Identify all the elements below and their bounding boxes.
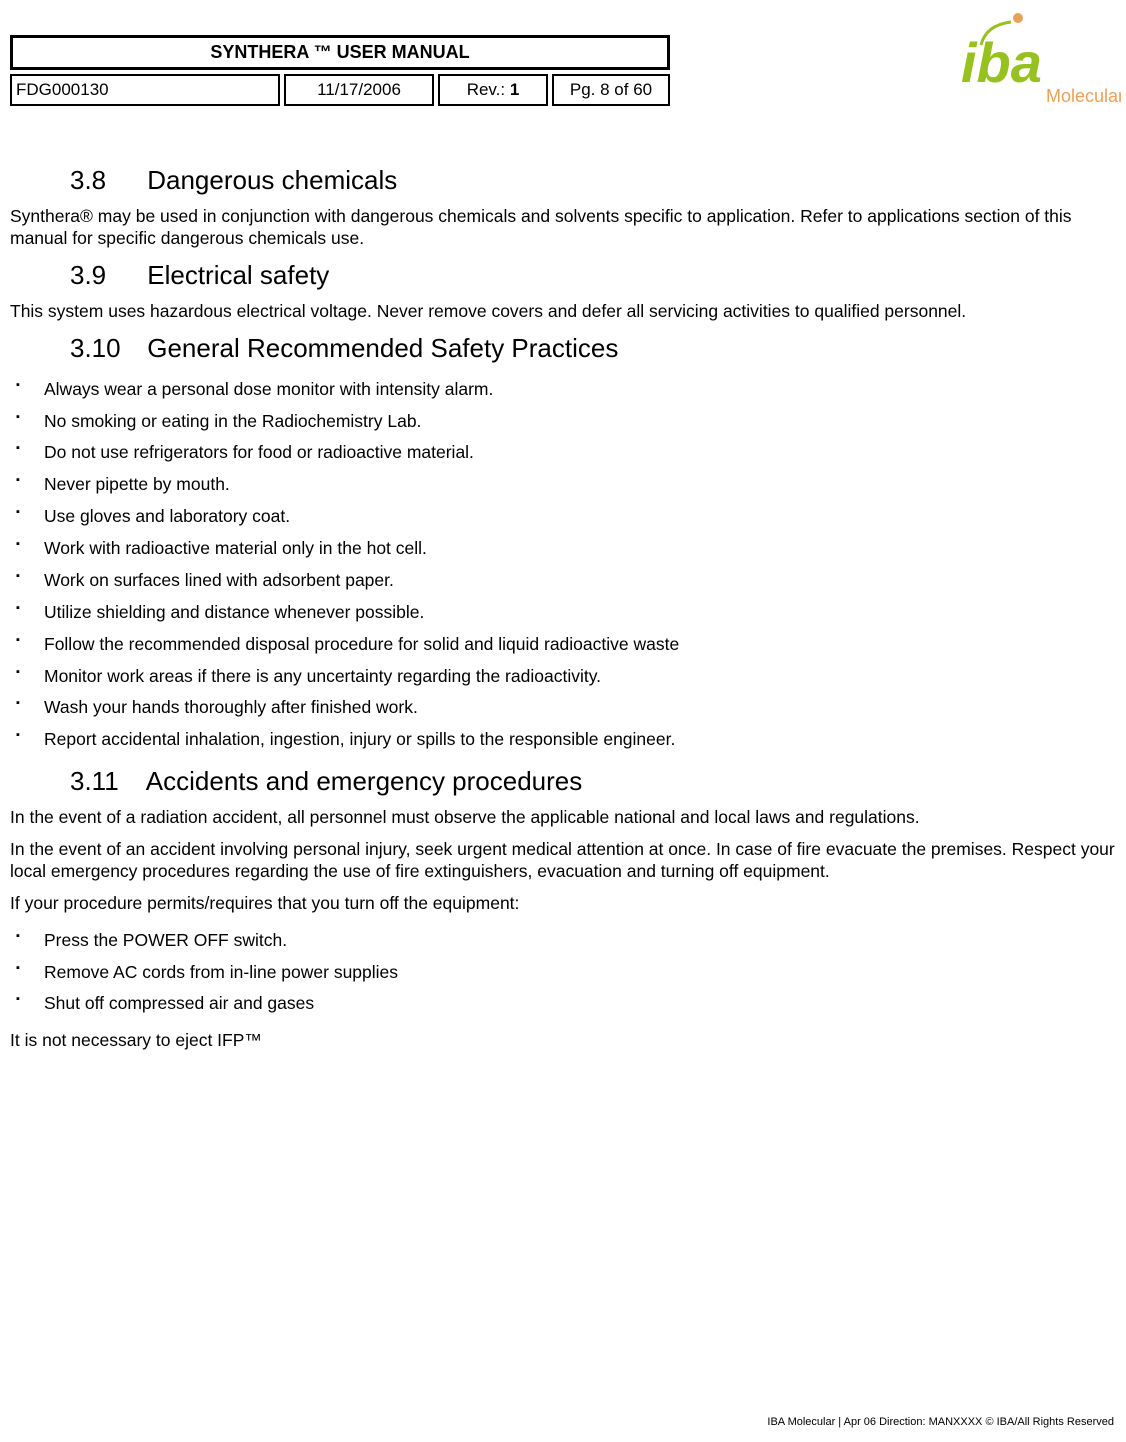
bullet-item: Monitor work areas if there is any uncer… — [10, 661, 1116, 693]
body-paragraph: If your procedure permits/requires that … — [10, 893, 1116, 915]
svg-text:iba: iba — [961, 31, 1042, 94]
section-number: 3.10 — [70, 333, 140, 364]
doc-revision: Rev.: 1 — [438, 74, 548, 106]
bullet-item: No smoking or eating in the Radiochemist… — [10, 406, 1116, 438]
bullet-item: Remove AC cords from in-line power suppl… — [10, 957, 1116, 989]
meta-row: FDG000130 11/17/2006 Rev.: 1 Pg. 8 of 60 — [10, 74, 670, 106]
body-paragraph: Synthera® may be used in conjunction wit… — [10, 206, 1116, 250]
bullet-item: Shut off compressed air and gases — [10, 988, 1116, 1020]
bullet-item: Work with radioactive material only in t… — [10, 533, 1116, 565]
section-number: 3.9 — [70, 260, 140, 291]
section-heading: 3.10 General Recommended Safety Practice… — [70, 333, 1116, 364]
bullet-item: Work on surfaces lined with adsorbent pa… — [10, 565, 1116, 597]
section-title: General Recommended Safety Practices — [147, 333, 618, 363]
bullet-item: Wash your hands thoroughly after finishe… — [10, 692, 1116, 724]
bullet-list: Always wear a personal dose monitor with… — [10, 374, 1116, 757]
section-heading: 3.9 Electrical safety — [70, 260, 1116, 291]
body-paragraph: It is not necessary to eject IFP™ — [10, 1030, 1116, 1052]
section-title: Accidents and emergency procedures — [146, 766, 582, 796]
section-number: 3.8 — [70, 165, 140, 196]
bullet-item: Press the POWER OFF switch. — [10, 925, 1116, 957]
bullet-item: Never pipette by mouth. — [10, 469, 1116, 501]
rev-label: Rev.: — [467, 80, 510, 99]
page-header: SYNTHERA ™ USER MANUAL FDG000130 11/17/2… — [10, 10, 1116, 110]
bullet-item: Utilize shielding and distance whenever … — [10, 597, 1116, 629]
header-tables: SYNTHERA ™ USER MANUAL FDG000130 11/17/2… — [10, 35, 866, 106]
section-heading: 3.8 Dangerous chemicals — [70, 165, 1116, 196]
manual-title: SYNTHERA ™ USER MANUAL — [10, 35, 670, 70]
doc-id: FDG000130 — [10, 74, 280, 106]
body-paragraph: In the event of a radiation accident, al… — [10, 807, 1116, 829]
body-paragraph: In the event of an accident involving pe… — [10, 839, 1116, 883]
section-number: 3.11 — [70, 766, 140, 797]
iba-logo: iba Molecular — [916, 10, 1116, 110]
section-title: Dangerous chemicals — [147, 165, 397, 195]
iba-logo-icon: iba Molecular — [916, 10, 1121, 110]
page-content: 3.8 Dangerous chemicals Synthera® may be … — [10, 110, 1116, 1052]
section-title: Electrical safety — [147, 260, 329, 290]
svg-text:Molecular: Molecular — [1046, 86, 1121, 106]
body-paragraph: This system uses hazardous electrical vo… — [10, 301, 1116, 323]
bullet-item: Do not use refrigerators for food or rad… — [10, 437, 1116, 469]
bullet-item: Always wear a personal dose monitor with… — [10, 374, 1116, 406]
rev-value: 1 — [510, 80, 519, 99]
bullet-item: Report accidental inhalation, ingestion,… — [10, 724, 1116, 756]
bullet-item: Follow the recommended disposal procedur… — [10, 629, 1116, 661]
doc-page: Pg. 8 of 60 — [552, 74, 670, 106]
bullet-item: Use gloves and laboratory coat. — [10, 501, 1116, 533]
page-footer: IBA Molecular | Apr 06 Direction: MANXXX… — [767, 1416, 1114, 1428]
section-heading: 3.11 Accidents and emergency procedures — [70, 766, 1116, 797]
doc-date: 11/17/2006 — [284, 74, 434, 106]
bullet-list: Press the POWER OFF switch.Remove AC cor… — [10, 925, 1116, 1021]
